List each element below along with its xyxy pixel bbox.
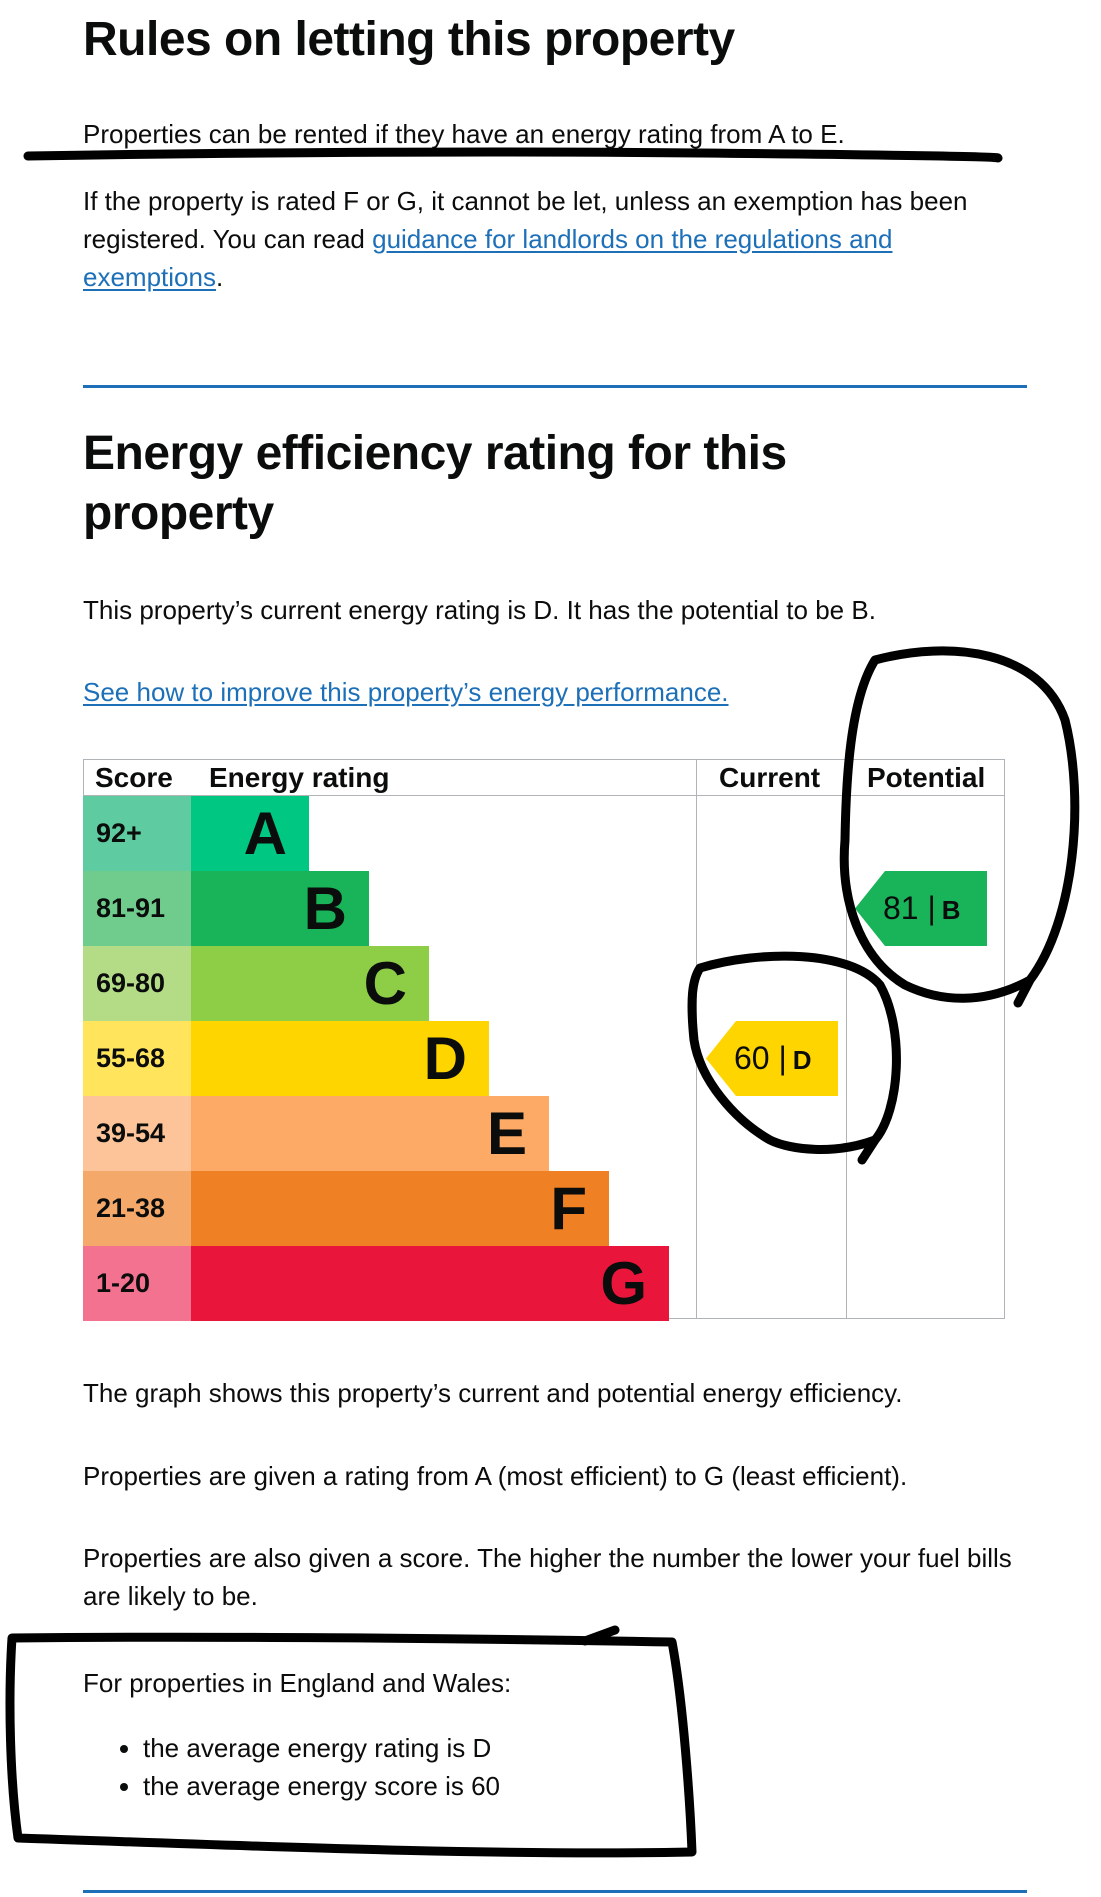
rules-heading: Rules on letting this property [83, 13, 735, 66]
band-d: D [191, 1021, 489, 1096]
list-item: the average energy score is 60 [143, 1767, 500, 1805]
rules-body-text: If the property is rated F or G, it cann… [83, 186, 968, 254]
score-cell-f: 21-38 [83, 1171, 191, 1246]
graph-header-divider [83, 795, 1005, 796]
rating-heading: Energy efficiency rating for this proper… [83, 427, 787, 540]
score-cell-a: 92+ [83, 796, 191, 871]
rules-body-end: . [215, 262, 224, 292]
graph-divider-current [846, 759, 847, 1319]
potential-rating-arrow: 81 | B [855, 871, 987, 946]
section-divider [83, 385, 1027, 388]
band-a: A [191, 796, 309, 871]
current-rating-arrow-score: 60 | [734, 1040, 787, 1076]
rules-body: If the property is rated F or G, it cann… [83, 182, 1023, 296]
current-rating-arrow: 60 | D [706, 1021, 838, 1096]
header-current: Current [719, 762, 821, 793]
score-cell-b: 81-91 [83, 871, 191, 946]
current-rating-arrow-letter: D [792, 1045, 812, 1075]
bottom-divider [83, 1890, 1027, 1893]
header-score: Score [95, 762, 173, 793]
band-c: C [191, 946, 429, 1021]
band-b: B [191, 871, 369, 946]
score-explanation: Properties are also given a score. The h… [83, 1543, 1012, 1611]
list-item: the average energy rating is D [143, 1729, 500, 1767]
averages-intro: For properties in England and Wales: [83, 1668, 512, 1698]
score-cell-g: 1-20 [83, 1246, 191, 1321]
score-cell-d: 55-68 [83, 1021, 191, 1096]
graph-divider-rating [696, 759, 697, 1319]
energy-rating-graph: Score Energy rating Current Potential 92… [83, 759, 1005, 1321]
band-g: G [191, 1246, 669, 1321]
potential-rating-arrow-letter: B [941, 895, 961, 925]
graph-explanation: The graph shows this property’s current … [83, 1378, 903, 1408]
improve-paragraph: See how to improve this property’s energ… [83, 673, 1023, 711]
header-potential: Potential [867, 762, 986, 793]
potential-rating-arrow-score: 81 | [883, 890, 936, 926]
averages-list: the average energy rating is D the avera… [83, 1729, 500, 1805]
rating-summary: This property’s current energy rating is… [83, 595, 876, 625]
header-energy-rating: Energy rating [209, 762, 390, 793]
rules-intro: Properties can be rented if they have an… [83, 119, 845, 149]
landlord-guidance-link[interactable]: guidance for landlords on the regulation… [83, 224, 893, 292]
improve-performance-link[interactable]: See how to improve this property’s energ… [83, 677, 729, 707]
band-f: F [191, 1171, 609, 1246]
score-cell-c: 69-80 [83, 946, 191, 1021]
score-cell-e: 39-54 [83, 1096, 191, 1171]
rating-explanation: Properties are given a rating from A (mo… [83, 1461, 908, 1491]
band-e: E [191, 1096, 549, 1171]
